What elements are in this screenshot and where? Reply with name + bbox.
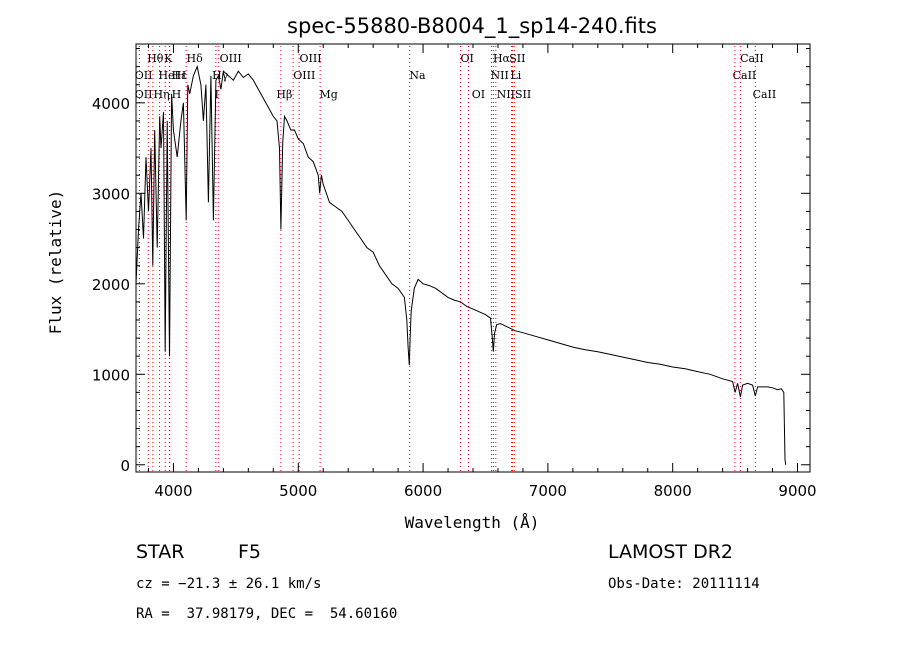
line-label: Hθ — [147, 52, 164, 65]
line-label: Li — [510, 69, 521, 82]
x-tick-label: 8000 — [654, 482, 692, 500]
y-tick-label: 3000 — [92, 185, 130, 203]
spectrum-line — [135, 64, 787, 465]
object-type: STAR — [136, 541, 185, 563]
line-label: HeI — [158, 69, 178, 82]
axis-ticks: 4000 5000 6000 7000 8000 9000 0 1000 2000 3000 400… — [92, 44, 817, 500]
line-label: Hγ — [212, 69, 229, 82]
line-label: OIII — [300, 52, 322, 65]
plot-frame — [135, 43, 811, 473]
line-label: CaII — [733, 69, 757, 82]
line-label: H — [172, 88, 182, 101]
y-axis-label: Flux (relative) — [46, 190, 65, 335]
y-tick-label: 2000 — [92, 276, 130, 294]
spectrum-plot — [135, 64, 787, 465]
line-label: OII — [135, 88, 153, 101]
line-label: OI — [472, 88, 485, 101]
observation-date: Obs-Date: 20111114 — [608, 576, 760, 592]
emission-line-markers — [138, 46, 756, 472]
plot-border — [135, 43, 811, 473]
line-label: OIII — [293, 69, 315, 82]
line-label: Hδ — [187, 52, 204, 65]
line-label: Hη — [153, 88, 169, 101]
redshift-text: cz = −21.3 ± 26.1 km/s — [136, 576, 322, 592]
survey-name: LAMOST DR2 — [608, 541, 733, 563]
chart-title: spec-55880-B8004_1_sp14-240.fits — [287, 14, 657, 39]
y-tick-label: 4000 — [92, 95, 130, 113]
object-subclass: F5 — [238, 541, 262, 563]
x-axis-label: Wavelength (Å) — [405, 513, 540, 532]
line-label: Mg — [319, 88, 337, 101]
line-label: Hβ — [276, 88, 292, 101]
x-tick-label: 4000 — [154, 482, 192, 500]
line-label: OI — [461, 52, 474, 65]
x-tick-label: 7000 — [529, 482, 567, 500]
line-label: SII — [509, 52, 525, 65]
line-label: K — [164, 52, 173, 65]
x-tick-label: 6000 — [404, 482, 442, 500]
line-label: I — [215, 88, 219, 101]
line-label: Hα — [493, 52, 511, 65]
line-label: NII — [490, 69, 508, 82]
line-label: OII — [135, 69, 153, 82]
coordinates-text: RA = 37.98179, DEC = 54.60160 — [136, 606, 398, 622]
line-label: H — [177, 69, 187, 82]
line-label: CaII — [753, 88, 777, 101]
line-label: Hε — [172, 69, 188, 82]
line-label: Na — [409, 69, 426, 82]
x-tick-label: 5000 — [279, 482, 317, 500]
y-tick-label: 0 — [120, 457, 130, 475]
line-label: OIII — [220, 52, 242, 65]
y-tick-label: 1000 — [92, 366, 130, 384]
x-tick-label: 9000 — [778, 482, 816, 500]
line-label: CaII — [740, 52, 764, 65]
line-label: NIISII — [497, 88, 532, 101]
